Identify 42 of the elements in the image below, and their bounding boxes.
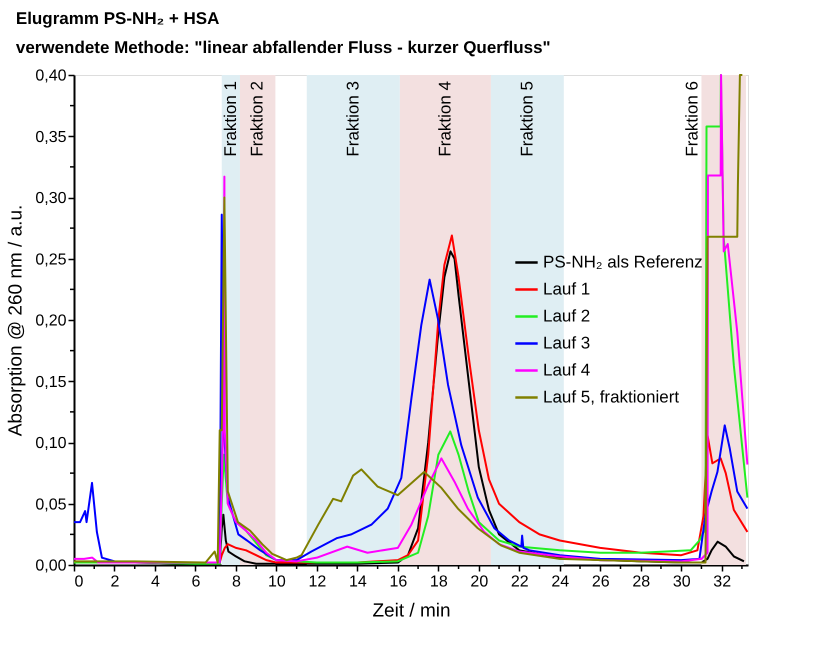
- y-tick-label: 0,40: [35, 68, 67, 84]
- x-tick-label: 8: [232, 574, 241, 590]
- x-tick-label: 10: [268, 574, 286, 590]
- legend-label: Lauf 3: [543, 334, 590, 352]
- y-tick-label: 0,25: [35, 251, 67, 268]
- legend-label: Lauf 2: [543, 306, 590, 326]
- legend-label: PS-NH₂ als Referenz: [543, 252, 703, 272]
- chart-subtitle: verwendete Methode: "linear abfallender Fluss - kurzer Querfluss": [16, 38, 551, 57]
- x-tick-label: 6: [191, 574, 200, 590]
- x-tick-label: 0: [74, 574, 84, 590]
- x-axis-title: Zeit / min: [372, 600, 451, 622]
- legend-label: Lauf 1: [543, 280, 590, 298]
- x-tick-label: 28: [632, 574, 650, 590]
- x-tick-label: 22: [510, 574, 529, 590]
- band-label: Fraktion 1: [220, 81, 240, 157]
- x-tick-label: 26: [592, 574, 610, 590]
- y-tick-label: 0,35: [35, 128, 67, 146]
- y-tick-label: 0,15: [35, 374, 67, 391]
- band-label: Fraktion 4: [435, 81, 454, 157]
- y-tick-label: 0,00: [35, 558, 67, 574]
- chart-title: Elugramm PS-NH₂ + HSA: [16, 9, 220, 28]
- band-label: Fraktion 2: [248, 81, 267, 157]
- band-label: Fraktion 5: [517, 81, 536, 157]
- y-tick-label: 0,05: [35, 496, 67, 514]
- x-tick-label: 4: [151, 574, 160, 590]
- band-label: Fraktion 6: [682, 81, 702, 157]
- legend-label: Lauf 5, fraktioniert: [543, 388, 680, 406]
- x-tick-label: 2: [110, 574, 120, 590]
- y-tick-label: 0,20: [35, 312, 67, 330]
- x-tick-label: 20: [470, 574, 488, 590]
- y-axis-title: Absorption @ 260 nm / a.u.: [5, 204, 26, 436]
- x-tick-label: 32: [713, 574, 732, 590]
- x-tick-label: 16: [389, 574, 408, 590]
- x-tick-label: 14: [348, 574, 367, 590]
- x-tick-label: 24: [551, 574, 570, 590]
- x-tick-label: 18: [430, 574, 448, 590]
- x-tick-label: 30: [672, 574, 691, 590]
- y-tick-label: 0,30: [35, 190, 67, 207]
- legend-label: Lauf 4: [543, 360, 590, 380]
- band-label: Fraktion 3: [343, 81, 362, 157]
- x-tick-label: 12: [308, 574, 326, 590]
- y-tick-label: 0,10: [35, 435, 67, 452]
